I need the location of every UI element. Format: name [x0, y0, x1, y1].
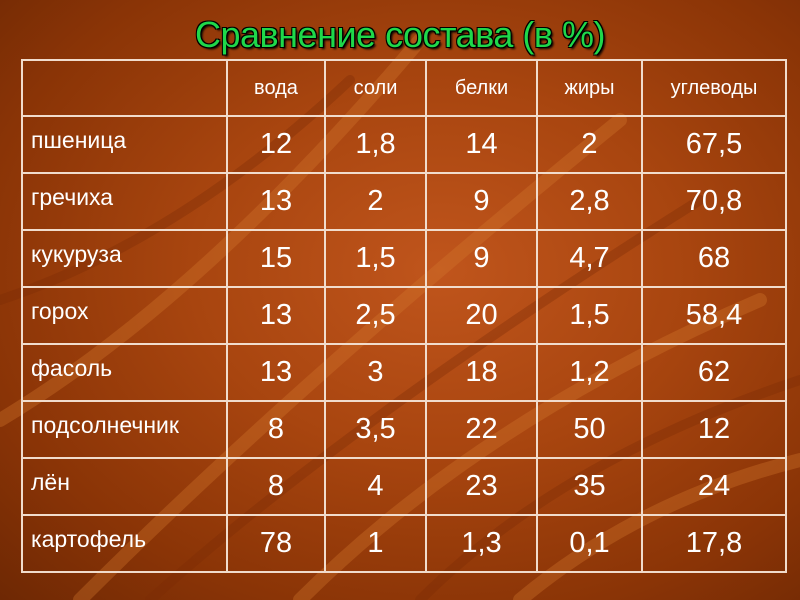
cell-fats: 4,7 [536, 229, 643, 288]
table-row: картофель 78 1 1,3 0,1 17,8 [21, 514, 787, 573]
cell-fats: 0,1 [536, 514, 643, 573]
table-row: кукуруза 15 1,5 9 4,7 68 [21, 229, 787, 288]
cell-fats: 50 [536, 400, 643, 459]
cell-water: 8 [226, 400, 326, 459]
cell-carbohydrates: 62 [641, 343, 787, 402]
column-header-proteins: белки [425, 59, 538, 117]
cell-salts: 1,8 [324, 115, 427, 174]
cell-proteins: 9 [425, 229, 538, 288]
table-row: фасоль 13 3 18 1,2 62 [21, 343, 787, 402]
cell-water: 13 [226, 286, 326, 345]
composition-table: вода соли белки жиры углеводы пшеница 12… [21, 59, 787, 573]
cell-water: 8 [226, 457, 326, 516]
cell-fats: 1,2 [536, 343, 643, 402]
row-label: лён [21, 457, 228, 516]
page-title: Сравнение состава (в %) [195, 14, 605, 55]
cell-water: 12 [226, 115, 326, 174]
cell-fats: 1,5 [536, 286, 643, 345]
cell-proteins: 23 [425, 457, 538, 516]
cell-salts: 3 [324, 343, 427, 402]
cell-proteins: 22 [425, 400, 538, 459]
table-row: горох 13 2,5 20 1,5 58,4 [21, 286, 787, 345]
header-empty-cell [21, 59, 228, 117]
cell-fats: 35 [536, 457, 643, 516]
column-header-carbohydrates: углеводы [641, 59, 787, 117]
cell-water: 15 [226, 229, 326, 288]
row-label: горох [21, 286, 228, 345]
cell-proteins: 1,3 [425, 514, 538, 573]
row-label: подсолнечник [21, 400, 228, 459]
column-header-salts: соли [324, 59, 427, 117]
cell-salts: 3,5 [324, 400, 427, 459]
table-row: подсолнечник 8 3,5 22 50 12 [21, 400, 787, 459]
row-label: картофель [21, 514, 228, 573]
cell-carbohydrates: 68 [641, 229, 787, 288]
table-row: гречиха 13 2 9 2,8 70,8 [21, 172, 787, 231]
column-header-fats: жиры [536, 59, 643, 117]
cell-carbohydrates: 67,5 [641, 115, 787, 174]
row-label: фасоль [21, 343, 228, 402]
cell-carbohydrates: 24 [641, 457, 787, 516]
cell-proteins: 14 [425, 115, 538, 174]
table-header-row: вода соли белки жиры углеводы [21, 59, 787, 117]
cell-proteins: 20 [425, 286, 538, 345]
cell-water: 78 [226, 514, 326, 573]
cell-salts: 4 [324, 457, 427, 516]
cell-salts: 1 [324, 514, 427, 573]
row-label: гречиха [21, 172, 228, 231]
cell-carbohydrates: 12 [641, 400, 787, 459]
cell-water: 13 [226, 172, 326, 231]
table-row: лён 8 4 23 35 24 [21, 457, 787, 516]
cell-salts: 1,5 [324, 229, 427, 288]
table-row: пшеница 12 1,8 14 2 67,5 [21, 115, 787, 174]
cell-proteins: 18 [425, 343, 538, 402]
column-header-water: вода [226, 59, 326, 117]
cell-fats: 2 [536, 115, 643, 174]
cell-water: 13 [226, 343, 326, 402]
row-label: кукуруза [21, 229, 228, 288]
cell-salts: 2,5 [324, 286, 427, 345]
cell-carbohydrates: 70,8 [641, 172, 787, 231]
cell-carbohydrates: 58,4 [641, 286, 787, 345]
cell-proteins: 9 [425, 172, 538, 231]
row-label: пшеница [21, 115, 228, 174]
cell-carbohydrates: 17,8 [641, 514, 787, 573]
cell-fats: 2,8 [536, 172, 643, 231]
cell-salts: 2 [324, 172, 427, 231]
